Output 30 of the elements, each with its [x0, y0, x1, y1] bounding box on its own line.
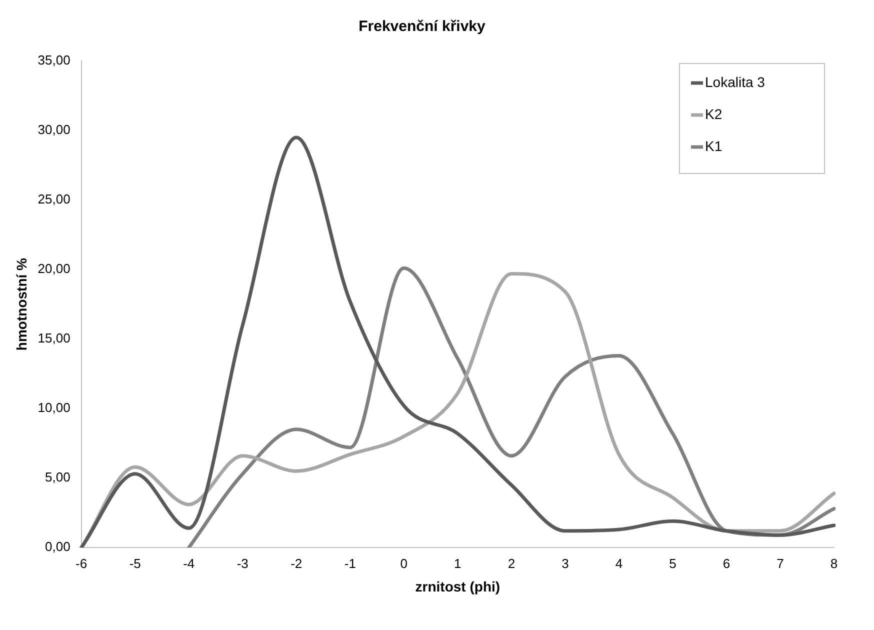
x-tick-label: 3 [562, 556, 569, 571]
y-axis-title: hmotnostní % [13, 257, 30, 351]
legend-label: Lokalita 3 [705, 74, 766, 90]
legend-label: K1 [705, 138, 722, 154]
y-tick-label: 10,00 [38, 400, 70, 416]
y-tick-label: 15,00 [38, 330, 70, 346]
line-series [187, 266, 836, 548]
x-tick-label: 2 [508, 556, 516, 571]
x-tick-label: 6 [722, 556, 730, 571]
y-tick-label: 30,00 [38, 122, 70, 138]
chart-title: Frekvenční křivky [358, 18, 486, 36]
x-tick-label: 1 [454, 556, 462, 571]
legend-label: K2 [705, 106, 722, 122]
x-tick-label: -5 [129, 556, 141, 571]
y-tick-label: 0,00 [45, 539, 70, 554]
x-tick-label: -6 [76, 556, 88, 571]
y-tick-label: 25,00 [38, 192, 70, 207]
x-tick-label: -2 [290, 556, 302, 571]
x-tick-label: -4 [183, 556, 195, 571]
x-tick-label: 4 [615, 556, 623, 571]
y-tick-label: 20,00 [38, 261, 70, 276]
y-tick-label: 35,00 [38, 52, 70, 68]
x-axis-title: zrnitost (phi) [415, 578, 500, 594]
x-tick-label: 0 [400, 556, 408, 571]
x-tick-label: -1 [344, 556, 356, 571]
x-tick-label: 7 [776, 556, 784, 571]
y-tick-label: 5,00 [45, 470, 70, 485]
x-tick-label: 5 [669, 556, 676, 571]
x-tick-label: -3 [236, 556, 248, 571]
x-tick-label: 8 [830, 556, 838, 571]
